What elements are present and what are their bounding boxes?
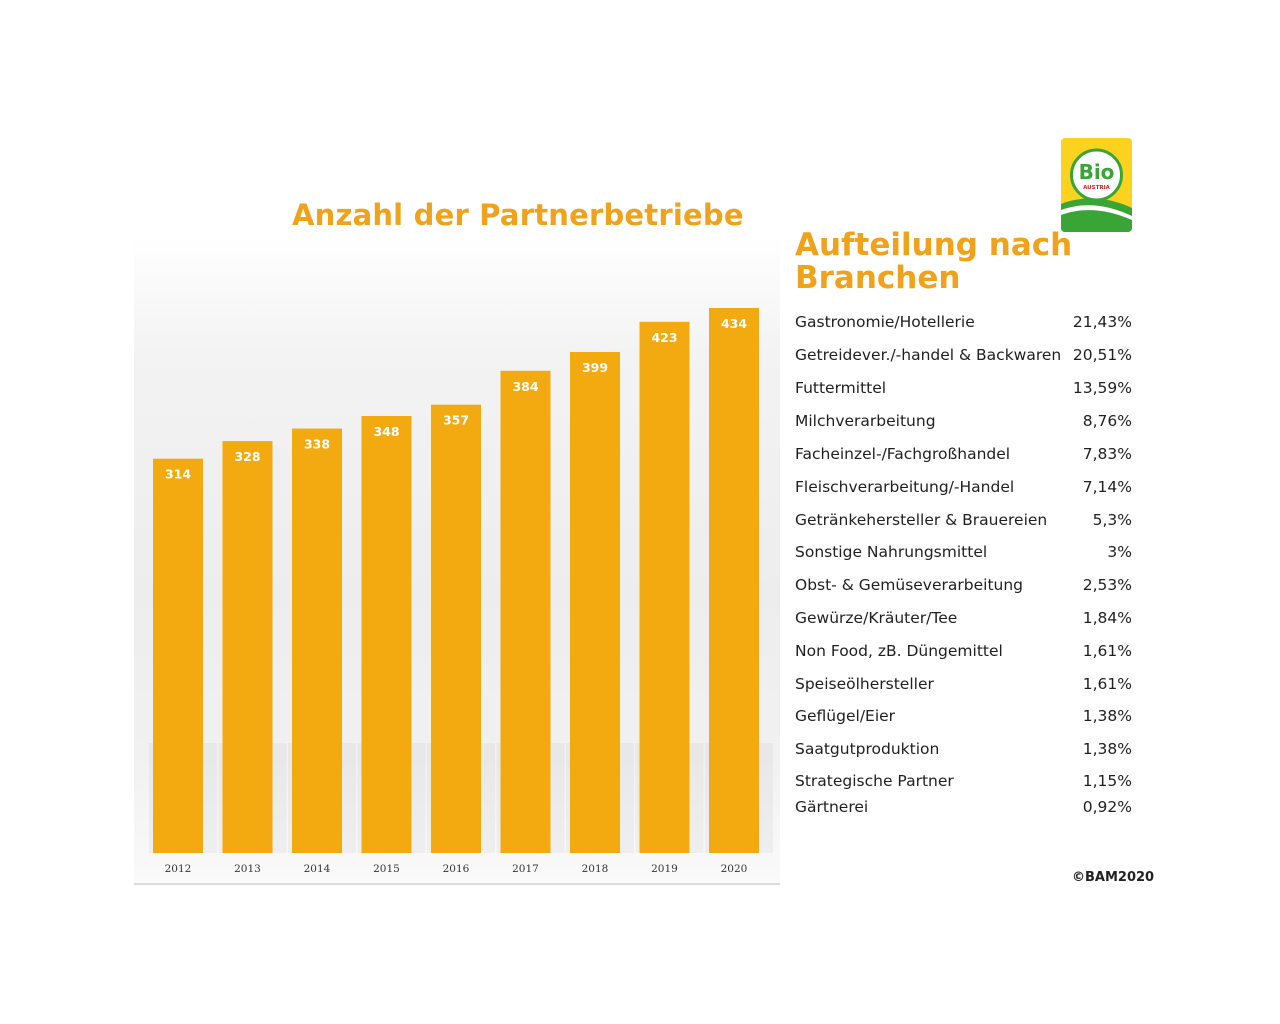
bar-value-label: 348 bbox=[373, 424, 399, 439]
branch-name: Saatgutproduktion bbox=[795, 740, 940, 758]
bar bbox=[153, 458, 203, 853]
logo-bio-text: Bio bbox=[1079, 160, 1115, 184]
branch-percent: 1,38% bbox=[1082, 707, 1132, 725]
branch-percent: 3% bbox=[1107, 543, 1132, 561]
copyright-text: ©BAM2020 bbox=[1072, 870, 1155, 885]
branch-row: Gärtnerei 0,92% bbox=[795, 798, 1140, 820]
branch-percent: 5,3% bbox=[1092, 511, 1132, 529]
branch-row: Getränkehersteller & Brauereien 5,3% bbox=[795, 511, 1140, 533]
branch-row: Futtermittel 13,59% bbox=[795, 379, 1140, 401]
branch-percent: 1,61% bbox=[1082, 675, 1132, 693]
branch-percent: 1,15% bbox=[1082, 772, 1132, 790]
branch-name: Non Food, zB. Düngemittel bbox=[795, 642, 1003, 660]
branch-percent: 21,43% bbox=[1072, 313, 1132, 331]
logo-circle bbox=[1070, 148, 1123, 202]
bar bbox=[431, 404, 481, 853]
x-tick-label: 2015 bbox=[373, 863, 400, 875]
branch-row: Sonstige Nahrungsmittel 3% bbox=[795, 543, 1140, 565]
bar bbox=[570, 351, 620, 853]
bar bbox=[500, 370, 551, 853]
branch-name: Gastronomie/Hotellerie bbox=[795, 313, 975, 331]
bar-value-label: 357 bbox=[443, 413, 469, 428]
branch-name: Milchverarbeitung bbox=[795, 412, 936, 430]
bar bbox=[361, 415, 412, 853]
branch-name: Facheinzel-/Fachgroßhandel bbox=[795, 445, 1011, 463]
x-tick-label: 2020 bbox=[721, 863, 748, 875]
chart-title: Anzahl der Partnerbetriebe bbox=[292, 198, 744, 232]
chart-baseline bbox=[134, 883, 780, 885]
logo-white-wave bbox=[1061, 205, 1132, 220]
x-tick-label: 2018 bbox=[582, 863, 609, 875]
branch-row: Gewürze/Kräuter/Tee 1,84% bbox=[795, 609, 1140, 631]
x-tick-label: 2014 bbox=[304, 863, 331, 875]
branch-row: Speiseölhersteller 1,61% bbox=[795, 675, 1140, 697]
bar-value-label: 384 bbox=[512, 379, 538, 394]
branch-name: Fleischverarbeitung/-Handel bbox=[795, 478, 1015, 496]
branch-name: Gärtnerei bbox=[795, 798, 869, 816]
branch-percent: 1,84% bbox=[1082, 609, 1132, 627]
branch-percent: 13,59% bbox=[1072, 379, 1132, 397]
bar-value-label: 399 bbox=[582, 360, 608, 375]
branch-name: Gewürze/Kräuter/Tee bbox=[795, 609, 958, 627]
branch-row: Milchverarbeitung 8,76% bbox=[795, 412, 1140, 434]
branch-row: Strategische Partner 1,15% bbox=[795, 772, 1140, 794]
branch-name: Getränkehersteller & Brauereien bbox=[795, 511, 1048, 529]
x-tick-label: 2012 bbox=[165, 863, 192, 875]
x-tick-label: 2016 bbox=[443, 863, 470, 875]
branch-percent: 20,51% bbox=[1072, 346, 1132, 364]
branch-row: Obst- & Gemüseverarbeitung 2,53% bbox=[795, 576, 1140, 598]
branch-row: Non Food, zB. Düngemittel 1,61% bbox=[795, 642, 1140, 664]
branch-row: Facheinzel-/Fachgroßhandel 7,83% bbox=[795, 445, 1140, 467]
bar bbox=[222, 441, 273, 853]
branch-row: Gastronomie/Hotellerie 21,43% bbox=[795, 313, 1140, 335]
branch-name: Futtermittel bbox=[795, 379, 887, 397]
branch-name: Getreidever./-handel & Backwaren bbox=[795, 346, 1062, 364]
bar-value-label: 434 bbox=[721, 316, 747, 331]
x-tick-label: 2019 bbox=[651, 863, 678, 875]
bar-value-label: 314 bbox=[165, 467, 191, 482]
side-panel-title: Aufteilung nach Branchen bbox=[795, 227, 1073, 296]
branch-row: Geflügel/Eier 1,38% bbox=[795, 707, 1140, 729]
branch-name: Speiseölhersteller bbox=[795, 675, 934, 693]
branch-row: Getreidever./-handel & Backwaren 20,51% bbox=[795, 346, 1140, 368]
bar-value-label: 423 bbox=[651, 330, 677, 345]
bio-austria-logo: Bio AUSTRIA bbox=[1061, 138, 1132, 232]
branch-row: Saatgutproduktion 1,38% bbox=[795, 740, 1140, 762]
branch-name: Obst- & Gemüseverarbeitung bbox=[795, 576, 1024, 594]
logo-austria-text: AUSTRIA bbox=[1083, 185, 1111, 191]
x-tick-label: 2013 bbox=[234, 863, 261, 875]
branch-name: Sonstige Nahrungsmittel bbox=[795, 543, 988, 561]
bar bbox=[639, 321, 690, 853]
branch-percent: 1,61% bbox=[1082, 642, 1132, 660]
branch-row: Fleischverarbeitung/-Handel 7,14% bbox=[795, 478, 1140, 500]
branch-percent: 0,92% bbox=[1082, 798, 1132, 816]
branch-percent: 8,76% bbox=[1082, 412, 1132, 430]
bar-value-label: 338 bbox=[304, 437, 330, 452]
bar-chart: 314 2012 328 2013 338 2014 348 2015 357 2016 384 20… bbox=[153, 308, 759, 875]
x-tick-label: 2017 bbox=[512, 863, 539, 875]
chart-panel: 314 2012 328 2013 338 2014 348 2015 357 2016 384 20… bbox=[134, 236, 780, 886]
branch-name: Geflügel/Eier bbox=[795, 707, 896, 725]
branch-percent: 7,83% bbox=[1082, 445, 1132, 463]
branch-percent: 2,53% bbox=[1082, 576, 1132, 594]
branch-percent: 7,14% bbox=[1082, 478, 1132, 496]
bar bbox=[709, 308, 759, 853]
bar-value-label: 328 bbox=[234, 449, 260, 464]
bar bbox=[292, 428, 342, 853]
branch-name: Strategische Partner bbox=[795, 772, 954, 790]
branch-percent: 1,38% bbox=[1082, 740, 1132, 758]
